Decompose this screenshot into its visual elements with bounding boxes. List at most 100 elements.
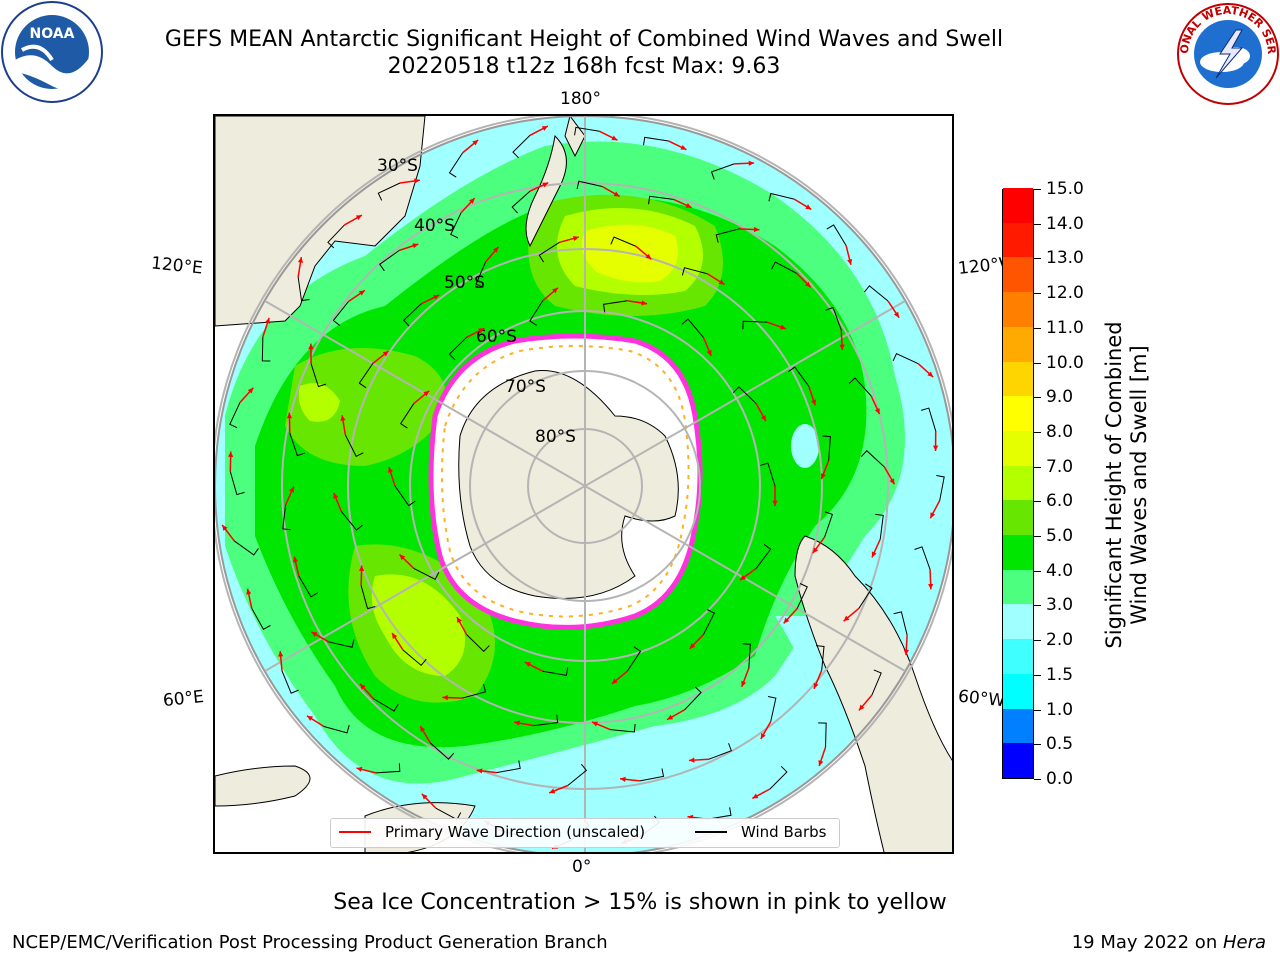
- nws-logo: NATIONAL WEATHER SERVICE: [1176, 2, 1279, 105]
- wave-arrow-head: [514, 720, 520, 726]
- wave-arrow-head: [278, 651, 284, 657]
- antarctica: [458, 370, 679, 599]
- colorbar-segment: [1003, 673, 1033, 709]
- wind-barb: [297, 276, 310, 302]
- colorbar-segment: [1003, 534, 1033, 570]
- wind-barb: [639, 768, 665, 782]
- wind-barb: [875, 513, 884, 540]
- lat-label-80s: 80°S: [535, 427, 576, 447]
- colorbar-tick-label: 2.0: [1046, 630, 1074, 651]
- wave-arrow-head: [222, 525, 228, 531]
- legend-wave-label: Primary Wave Direction (unscaled): [385, 823, 646, 841]
- colorbar-tick: [1034, 362, 1041, 364]
- wind-barb: [511, 190, 531, 214]
- wind-barb: [921, 407, 937, 432]
- lon-label-0: 0°: [572, 857, 592, 877]
- wind-barb: [448, 337, 467, 361]
- wave-arrow-head: [524, 662, 531, 667]
- colorbar-tick: [1034, 779, 1041, 780]
- wave-arrow-head: [739, 574, 746, 581]
- colorbar-tick-label: 4.0: [1046, 560, 1074, 581]
- wind-barb: [871, 669, 882, 696]
- wind-barb: [328, 639, 355, 648]
- wind-barb: [533, 714, 559, 727]
- wave-arrow-head: [388, 466, 394, 473]
- wind-barb: [825, 306, 842, 331]
- wave-arrow-head: [592, 721, 599, 727]
- wave-arrow-head: [340, 415, 346, 421]
- wave-arrow-head: [412, 243, 419, 249]
- footer-credit: NCEP/EMC/Verification Post Processing Pr…: [12, 932, 608, 953]
- colorbar-tick: [1034, 709, 1041, 711]
- wave-arrow-head: [932, 445, 939, 452]
- wind-barb: [394, 485, 416, 507]
- lon-label-60w: 60°W: [957, 686, 1006, 712]
- chart-title: GEFS MEAN Antarctic Significant Height o…: [164, 27, 1004, 52]
- wind-barb: [229, 402, 241, 429]
- colorbar-title-line2: Wind Waves and Swell [m]: [1127, 345, 1151, 625]
- wind-barb: [233, 540, 259, 556]
- wind-barb: [769, 765, 788, 790]
- colorbar-tick-label: 10.0: [1046, 352, 1084, 373]
- wind-barb: [344, 434, 364, 458]
- wave-arrow-head: [308, 343, 314, 350]
- wave-arrow-head: [476, 768, 483, 774]
- wind-barb: [576, 180, 603, 190]
- footer-date: 19 May 2022 on Hera: [1072, 932, 1266, 953]
- wind-barb: [496, 760, 521, 774]
- wind-barb: [824, 511, 834, 538]
- wave-arrow-head: [620, 776, 626, 782]
- wind-barb: [358, 363, 374, 389]
- wave-arrow-head: [286, 412, 293, 419]
- colorbar-segment: [1003, 430, 1033, 466]
- colorbar-tick: [1034, 327, 1041, 329]
- legend-item-wind: Wind Barbs: [695, 823, 826, 841]
- legend-wind-swatch: [695, 831, 727, 833]
- wave-arrow-head: [358, 290, 365, 296]
- colorbar-tick-label: 6.0: [1046, 491, 1074, 512]
- colorbar-segment: [1003, 395, 1033, 431]
- wind-barb: [610, 236, 637, 247]
- wave-arrow-head: [399, 554, 406, 561]
- wind-barb: [402, 303, 422, 327]
- wave-arrow-head: [307, 715, 313, 721]
- wind-barb: [323, 724, 350, 734]
- wave-arrow-head: [718, 279, 725, 285]
- wave-arrow-head: [552, 287, 558, 294]
- wind-barb: [413, 567, 440, 581]
- wind-barb: [648, 195, 674, 205]
- wind-barb: [229, 471, 245, 496]
- wind-barb: [755, 544, 772, 569]
- wind-barb: [760, 462, 776, 487]
- colorbar-tick: [1034, 431, 1041, 433]
- wind-barb: [715, 228, 740, 243]
- wave-arrow-head: [542, 182, 549, 188]
- colorbar-title: Significant Height of Combined Wind Wave…: [1102, 321, 1152, 648]
- noaa-logo: NOAA: [1, 1, 103, 103]
- wave-arrow-head: [930, 512, 936, 519]
- colorbar-tick-label: 0.0: [1046, 769, 1074, 789]
- wave-arrow-head: [812, 547, 819, 554]
- wind-barb: [251, 608, 271, 630]
- wind-barb: [289, 432, 306, 457]
- wind-barb: [681, 267, 708, 276]
- wind-barb: [430, 742, 455, 760]
- colorbar-tick-label: 9.0: [1046, 387, 1074, 408]
- wave-arrow-head: [858, 704, 865, 711]
- colorbar-segment: [1003, 326, 1033, 362]
- wave-arrow-head: [292, 556, 299, 563]
- colorbar-tick: [1034, 258, 1041, 260]
- wind-barb: [860, 450, 885, 468]
- wind-barb: [310, 363, 327, 388]
- wave-arrow-head: [811, 399, 817, 406]
- wind-barb: [466, 634, 490, 653]
- colorbar-segment: [1003, 291, 1033, 327]
- colorbar-tick-label: 8.0: [1046, 421, 1074, 442]
- colorbar-tick: [1034, 293, 1041, 295]
- colorbar-tick: [1034, 223, 1041, 225]
- wave-arrow-head: [611, 135, 618, 141]
- wave-arrow-head: [813, 682, 819, 689]
- colorbar-tick: [1034, 674, 1041, 676]
- wind-barb: [377, 182, 401, 201]
- lat-label-50s: 50°S: [444, 273, 485, 293]
